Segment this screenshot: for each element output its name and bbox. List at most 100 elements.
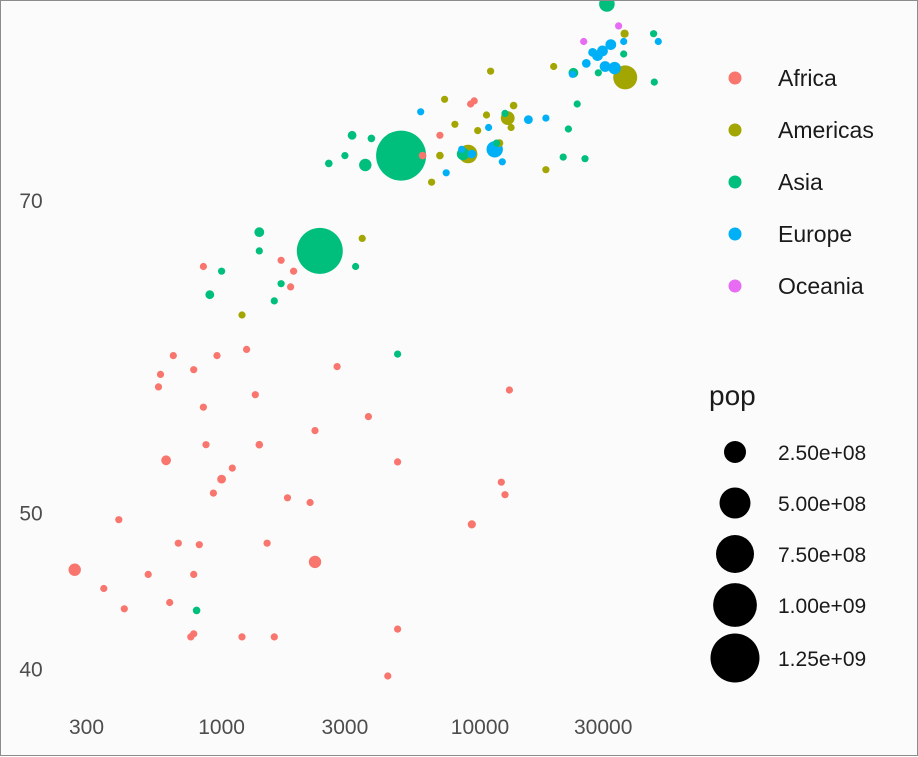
point-asia-28 — [650, 78, 658, 86]
point-africa-46 — [497, 478, 505, 486]
point-europe-3 — [467, 149, 477, 159]
color-legend: Africa Americas Asia Europe Oceania — [728, 65, 874, 299]
point-asia-10 — [347, 130, 357, 140]
point-europe-11 — [588, 48, 597, 57]
point-africa-48 — [505, 386, 513, 394]
point-asia-15 — [394, 350, 402, 358]
point-europe-8 — [542, 114, 550, 122]
size-label-0: 2.50e+08 — [778, 442, 866, 465]
point-europe-9 — [568, 70, 577, 78]
point-africa-24 — [243, 345, 251, 353]
point-africa-26 — [255, 440, 264, 449]
point-africa-30 — [283, 494, 292, 502]
x-tick-label: 1000 — [198, 716, 245, 739]
point-europe-7 — [524, 115, 533, 124]
point-asia-7 — [296, 227, 343, 274]
point-americas-0 — [238, 311, 246, 319]
x-tick-label: 30000 — [574, 716, 632, 739]
point-africa-9 — [169, 352, 177, 360]
point-africa-42 — [436, 131, 444, 139]
point-asia-24 — [581, 155, 589, 163]
point-africa-18 — [202, 441, 210, 449]
x-tick-label: 300 — [69, 716, 104, 739]
point-asia-1 — [205, 290, 215, 300]
point-europe-0 — [417, 108, 425, 116]
point-africa-40 — [394, 458, 402, 466]
point-africa-8 — [166, 598, 174, 607]
size-label-1: 5.00e+08 — [778, 493, 866, 516]
point-europe-13 — [597, 45, 608, 57]
point-africa-22 — [228, 464, 236, 472]
legend-label-americas: Americas — [778, 117, 874, 143]
point-europe-16 — [608, 61, 621, 75]
point-africa-34 — [311, 427, 319, 435]
point-asia-14 — [386, 133, 394, 141]
point-americas-14 — [542, 166, 550, 174]
size-key-2 — [716, 535, 754, 573]
point-europe-2 — [458, 145, 466, 153]
point-africa-15 — [195, 541, 203, 549]
size-key-0 — [724, 441, 746, 463]
y-tick-label: 70 — [19, 190, 42, 213]
point-asia-8 — [325, 159, 333, 168]
point-africa-16 — [199, 403, 207, 411]
legend: Africa Americas Asia Europe Oceania pop 2.50… — [709, 65, 874, 683]
point-africa-38 — [384, 672, 392, 680]
legend-key-africa — [728, 71, 742, 85]
point-africa-27 — [263, 539, 271, 547]
point-europe-17 — [620, 37, 628, 46]
point-africa-3 — [120, 605, 128, 613]
point-americas-7 — [474, 127, 482, 135]
size-label-4: 1.25e+09 — [778, 648, 866, 671]
point-africa-45 — [467, 520, 476, 529]
point-americas-8 — [482, 111, 491, 119]
size-label-3: 1.00e+09 — [778, 595, 866, 618]
point-asia-21 — [564, 125, 573, 133]
x-axis: 300 1000 3000 10000 30000 — [69, 716, 632, 739]
point-africa-41 — [418, 151, 427, 160]
point-americas-15 — [550, 62, 558, 71]
point-africa-39 — [394, 625, 402, 633]
point-africa-29 — [277, 256, 285, 264]
point-asia-27 — [620, 50, 628, 58]
point-asia-12 — [359, 158, 372, 172]
point-africa-14 — [190, 366, 198, 374]
point-americas-5 — [451, 120, 459, 128]
point-africa-5 — [154, 383, 163, 391]
point-africa-19 — [209, 489, 217, 497]
point-europe-10 — [581, 59, 591, 68]
point-africa-28 — [270, 633, 278, 641]
legend-key-europe — [728, 227, 742, 241]
legend-label-europe: Europe — [778, 221, 852, 247]
point-africa-44 — [467, 100, 475, 108]
point-africa-0 — [68, 563, 81, 576]
size-label-2: 7.50e+08 — [778, 544, 866, 567]
size-key-4 — [710, 633, 760, 683]
point-africa-17 — [199, 262, 207, 271]
y-tick-label: 40 — [19, 659, 42, 682]
size-key-1 — [719, 487, 751, 519]
point-africa-6 — [156, 370, 165, 378]
point-africa-4 — [144, 570, 152, 579]
point-africa-36 — [333, 363, 341, 371]
point-asia-20 — [559, 153, 567, 161]
size-legend-title: pop — [709, 380, 756, 411]
size-key-3 — [713, 583, 757, 627]
point-americas-9 — [487, 67, 495, 75]
legend-label-oceania: Oceania — [778, 273, 864, 299]
point-europe-15 — [605, 39, 617, 50]
point-asia-5 — [270, 297, 278, 305]
point-asia-0 — [192, 606, 201, 615]
point-asia-19 — [501, 109, 509, 117]
point-americas-3 — [436, 151, 444, 160]
point-europe-1 — [442, 169, 450, 177]
point-africa-25 — [251, 391, 259, 399]
point-oceania-0 — [580, 37, 588, 46]
point-africa-47 — [501, 491, 509, 499]
point-africa-21 — [217, 474, 227, 484]
point-asia-9 — [341, 152, 349, 160]
point-europe-6 — [498, 158, 506, 166]
point-africa-31 — [287, 283, 295, 291]
point-africa-12 — [190, 630, 198, 638]
